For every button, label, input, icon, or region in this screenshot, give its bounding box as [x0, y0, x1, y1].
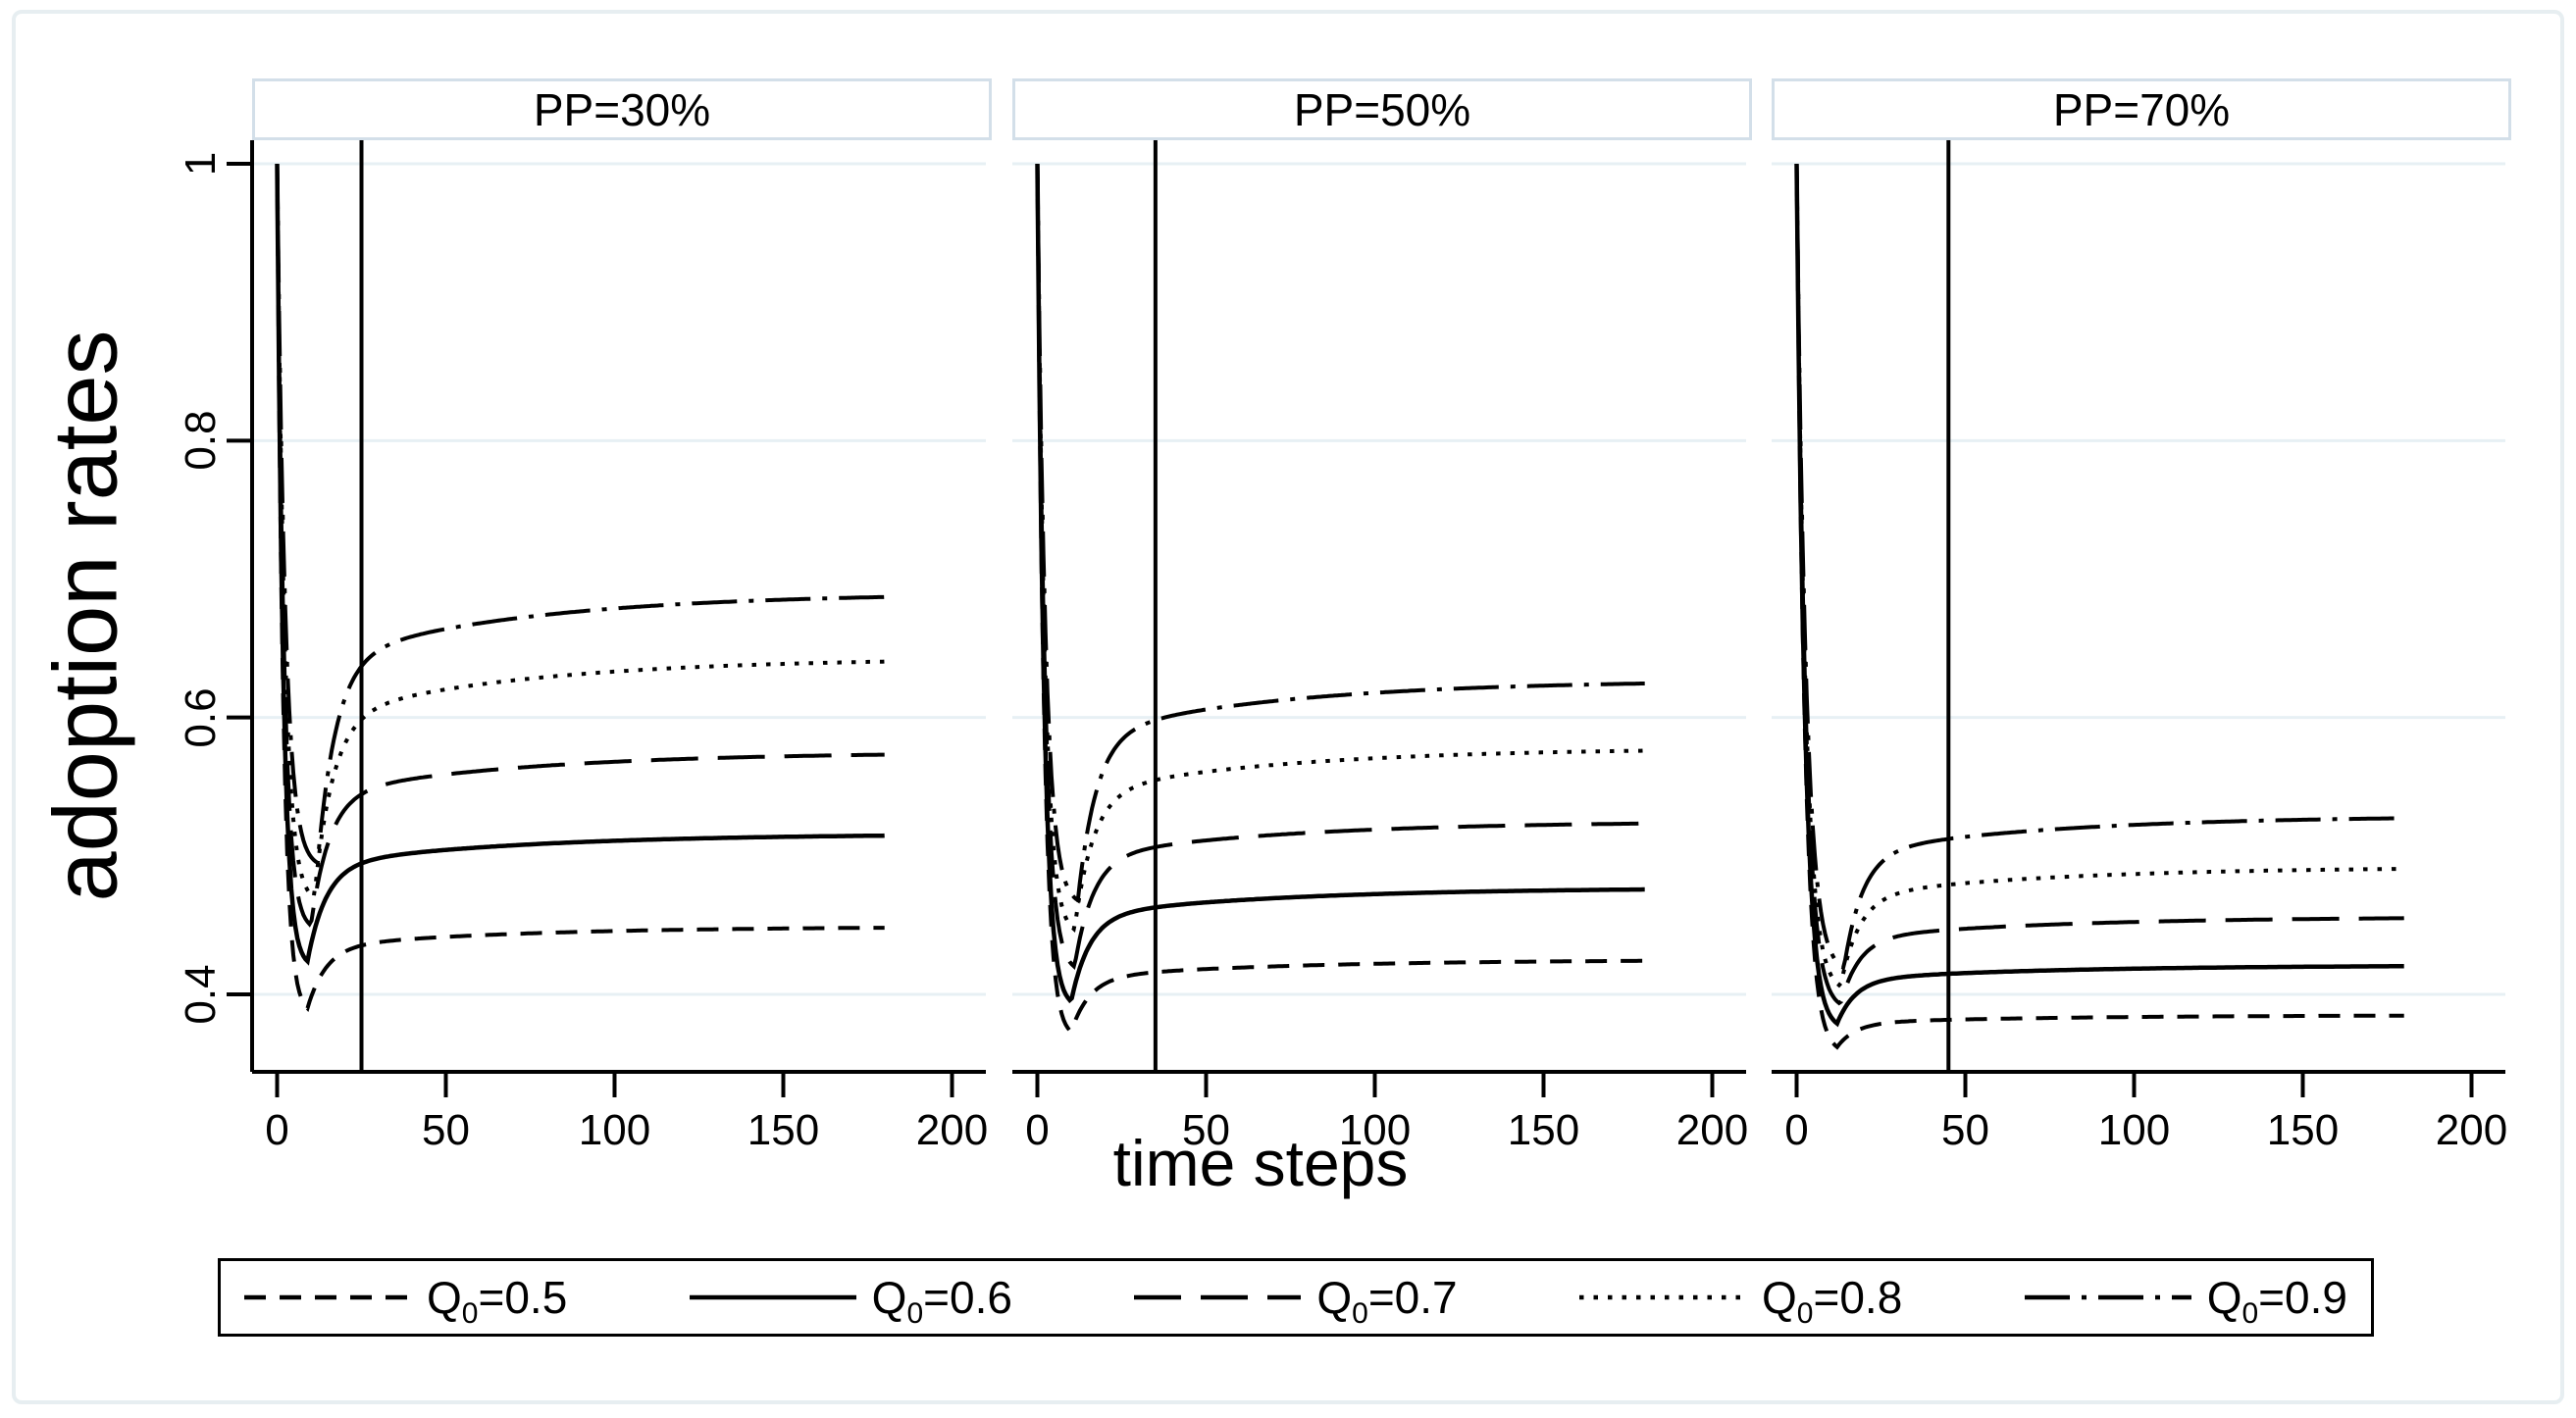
x-tick-label-100: 100 — [1338, 1106, 1412, 1154]
panel-header-label: PP=30% — [533, 83, 711, 135]
dash-line-sample — [244, 1294, 411, 1300]
curve-Q0=0.5 — [1794, 163, 2404, 1050]
x-tick-label-200: 200 — [2435, 1106, 2508, 1154]
legend-label: Q0=0.5 — [427, 1272, 568, 1331]
panel-header-label: PP=50% — [1293, 83, 1471, 135]
y-axis-title: adoption rates — [35, 329, 136, 902]
y-tick-label-1: 1 — [177, 151, 225, 177]
curve-Q0=0.8 — [1035, 163, 1645, 934]
x-tick-label-100: 100 — [2097, 1106, 2171, 1154]
x-tick-label-200: 200 — [915, 1106, 989, 1154]
legend-label: Q0=0.8 — [1762, 1272, 1903, 1331]
x-tick-label-200: 200 — [1675, 1106, 1749, 1154]
x-tick-label-100: 100 — [578, 1106, 651, 1154]
legend-label: Q0=0.6 — [871, 1272, 1012, 1331]
curve-Q0=0.9 — [1035, 163, 1645, 904]
legend-entry-q08: Q0=0.8 — [1579, 1271, 1903, 1331]
curve-Q0=0.6 — [275, 163, 885, 966]
x-tick-label-150: 150 — [2266, 1106, 2340, 1154]
y-tick-label-0.6: 0.6 — [177, 687, 225, 748]
curve-Q0=0.5 — [1035, 163, 1645, 1034]
panel-header-pp30: PP=30% — [252, 78, 992, 140]
legend-entry-q09: Q0=0.9 — [2024, 1271, 2347, 1331]
figure-frame — [12, 10, 2564, 1404]
x-tick-label-150: 150 — [747, 1106, 820, 1154]
x-tick-label-50: 50 — [1182, 1106, 1230, 1154]
legend-entry-q06: Q0=0.6 — [689, 1271, 1012, 1331]
longdash-line-sample — [1134, 1294, 1302, 1300]
x-tick-label-50: 50 — [422, 1106, 470, 1154]
legend-label: Q0=0.7 — [1316, 1272, 1458, 1331]
curve-Q0=0.8 — [275, 163, 885, 901]
dashdot-line-sample — [2024, 1294, 2191, 1300]
curve-Q0=0.6 — [1035, 163, 1645, 1004]
y-tick-label-0.8: 0.8 — [177, 410, 225, 471]
curve-Q0=0.7 — [275, 163, 885, 928]
legend-entry-q05: Q0=0.5 — [244, 1271, 568, 1331]
y-tick-label-0.4: 0.4 — [177, 964, 225, 1025]
curve-Q0=0.7 — [1035, 163, 1645, 970]
x-tick-label-0: 0 — [1784, 1106, 1809, 1154]
curve-Q0=0.7 — [1794, 163, 2404, 1006]
panel-header-label: PP=70% — [2052, 83, 2231, 135]
curve-Q0=0.8 — [1794, 163, 2404, 988]
panel-header-pp70: PP=70% — [1772, 78, 2511, 140]
curve-Q0=0.5 — [275, 163, 885, 1013]
x-axis-title: time steps — [1112, 1127, 1409, 1199]
legend-label: Q0=0.9 — [2206, 1272, 2347, 1331]
legend-entry-q07: Q0=0.7 — [1134, 1271, 1458, 1331]
panel-header-pp50: PP=50% — [1012, 78, 1752, 140]
x-tick-label-50: 50 — [1941, 1106, 1989, 1154]
legend: Q0=0.5 Q0=0.6 Q0=0.7 Q0=0.8 Q0=0.9 — [218, 1258, 2374, 1337]
curve-Q0=0.9 — [275, 163, 885, 867]
curve-Q0=0.6 — [1794, 163, 2404, 1028]
x-tick-label-0: 0 — [265, 1106, 289, 1154]
x-tick-label-150: 150 — [1507, 1106, 1580, 1154]
solid-line-sample — [689, 1294, 856, 1300]
dot-line-sample — [1579, 1294, 1747, 1300]
x-tick-label-0: 0 — [1025, 1106, 1050, 1154]
curve-Q0=0.9 — [1794, 163, 2404, 972]
